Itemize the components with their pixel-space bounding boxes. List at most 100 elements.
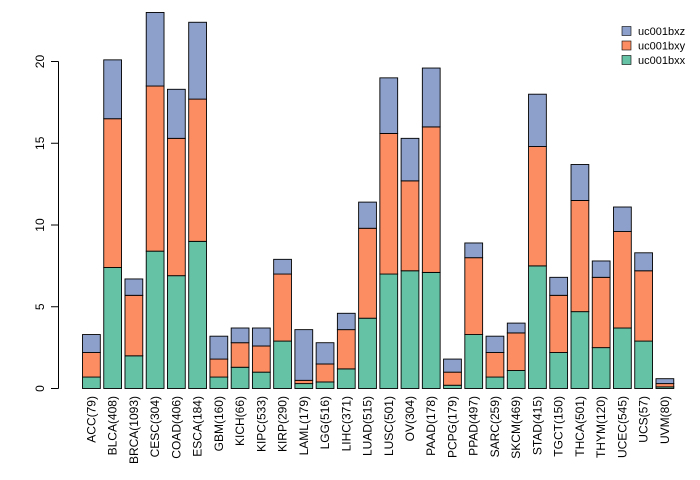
bar-kich-66-uc001bxy <box>230 342 250 368</box>
legend-swatch-uc001bxz <box>621 26 632 36</box>
bar-paad-178-uc001bxz <box>421 67 441 128</box>
bar-lgg-516-uc001bxx <box>315 381 335 389</box>
bar-acc-79-uc001bxz <box>82 334 101 353</box>
bar-sarc-259-uc001bxz <box>485 335 505 353</box>
x-tick-label-esca-184: ESCA(184) <box>191 396 205 457</box>
bar-skcm-469-uc001bxz <box>506 322 526 334</box>
bar-acc-79-uc001bxx <box>82 376 101 389</box>
bar-tgct-150-uc001bxz <box>549 276 569 296</box>
x-tick-label-lusc-501: LUSC(501) <box>382 396 396 456</box>
bar-thca-501-uc001bxy <box>570 200 590 313</box>
x-tick-label-kipc-533: KIPC(533) <box>254 396 268 452</box>
bar-kirp-290-uc001bxx <box>273 340 292 389</box>
x-tick-label-tgct-150: TGCT(150) <box>552 396 566 457</box>
x-tick-label-luad-515: LUAD(515) <box>361 396 375 456</box>
bar-thca-501-uc001bxx <box>570 311 590 389</box>
bar-ucs-57-uc001bxz <box>634 252 653 272</box>
bar-ucec-545-uc001bxx <box>613 327 632 389</box>
bar-lusc-501-uc001bxy <box>379 132 399 275</box>
bar-gbm-160-uc001bxx <box>209 376 229 389</box>
bar-coad-406-uc001bxz <box>167 88 186 139</box>
x-tick-label-skcm-469: SKCM(469) <box>509 396 523 459</box>
y-tick-label-10: 10 <box>33 218 47 232</box>
bars-group <box>82 11 675 389</box>
bar-laml-179-uc001bxx <box>294 383 314 389</box>
bar-kich-66-uc001bxz <box>230 327 250 344</box>
legend: uc001bxz uc001bxy uc001bxx <box>621 26 686 67</box>
x-tick-label-pcpg-179: PCPG(179) <box>445 396 459 458</box>
bar-coad-406-uc001bxy <box>167 137 186 277</box>
y-tick-label-5: 5 <box>33 303 47 310</box>
bar-ucs-57-uc001bxx <box>634 340 653 389</box>
bar-ov-304-uc001bxx <box>400 270 420 389</box>
bar-cesc-304-uc001bxy <box>145 85 165 252</box>
bar-thca-501-uc001bxz <box>570 164 590 201</box>
bar-ov-304-uc001bxy <box>400 180 420 272</box>
bar-pcpg-179-uc001bxz <box>443 358 462 373</box>
x-tick-label-brca-1093: BRCA(1093) <box>127 396 141 464</box>
bar-pcpg-179-uc001bxy <box>443 371 462 386</box>
x-tick-label-acc-79: ACC(79) <box>84 396 98 443</box>
bar-ppad-497-uc001bxy <box>464 257 484 336</box>
x-tick-label-gbm-160: GBM(160) <box>212 396 226 451</box>
bar-ucec-545-uc001bxz <box>613 206 632 232</box>
bar-luad-515-uc001bxy <box>358 227 377 319</box>
bar-gbm-160-uc001bxy <box>209 358 229 378</box>
bar-lusc-501-uc001bxz <box>379 77 399 134</box>
bar-gbm-160-uc001bxz <box>209 335 229 360</box>
bar-tgct-150-uc001bxy <box>549 294 569 353</box>
x-tick-label-kich-66: KICH(66) <box>233 396 247 446</box>
bar-thym-120-uc001bxz <box>591 260 611 278</box>
bar-lgg-516-uc001bxy <box>315 363 335 383</box>
bar-ov-304-uc001bxz <box>400 137 420 182</box>
bar-uvm-80-uc001bxz <box>655 378 675 385</box>
bar-lusc-501-uc001bxx <box>379 273 399 389</box>
x-tick-label-sarc-259: SARC(259) <box>488 396 502 457</box>
bar-sarc-259-uc001bxy <box>485 352 505 378</box>
bar-paad-178-uc001bxy <box>421 126 441 273</box>
x-tick-label-lihc-371: LIHC(371) <box>339 396 353 451</box>
y-axis: 0 5 10 15 20 <box>33 55 59 392</box>
bar-uvm-80-uc001bxy <box>655 383 675 388</box>
y-tick-label-15: 15 <box>33 136 47 150</box>
bar-kipc-533-uc001bxx <box>251 371 271 389</box>
bar-thym-120-uc001bxy <box>591 276 611 349</box>
legend-swatch-uc001bxx <box>621 55 632 65</box>
x-tick-label-ucs-57: UCS(57) <box>637 396 651 443</box>
bar-lgg-516-uc001bxz <box>315 342 335 365</box>
legend-label-uc001bxy: uc001bxy <box>638 41 686 53</box>
bar-acc-79-uc001bxy <box>82 352 101 378</box>
bar-blca-408-uc001bxy <box>103 118 122 268</box>
bar-lihc-371-uc001bxx <box>336 368 356 389</box>
bar-esca-184-uc001bxz <box>188 21 207 100</box>
x-tick-label-blca-408: BLCA(408) <box>106 396 120 455</box>
bar-brca-1093-uc001bxz <box>124 278 144 296</box>
bar-luad-515-uc001bxz <box>358 201 377 229</box>
y-tick-label-20: 20 <box>33 55 47 69</box>
bar-thym-120-uc001bxx <box>591 347 611 389</box>
bar-paad-178-uc001bxx <box>421 271 441 389</box>
bar-stad-415-uc001bxx <box>528 265 547 389</box>
bar-lihc-371-uc001bxz <box>336 312 356 331</box>
x-axis-labels: ACC(79) BLCA(408) BRCA(1093) CESC(304) COAD(… <box>84 396 671 464</box>
bar-ppad-497-uc001bxz <box>464 242 484 259</box>
bar-brca-1093-uc001bxx <box>124 355 144 389</box>
x-tick-label-stad-415: STAD(415) <box>530 396 544 455</box>
bar-cesc-304-uc001bxz <box>145 11 165 87</box>
x-tick-label-uvm-80: UVM(80) <box>658 396 672 444</box>
legend-label-uc001bxz: uc001bxz <box>638 26 685 38</box>
bar-kirp-290-uc001bxz <box>273 258 292 275</box>
bar-ucec-545-uc001bxy <box>613 231 632 329</box>
legend-label-uc001bxx: uc001bxx <box>638 55 686 67</box>
bar-brca-1093-uc001bxy <box>124 294 144 357</box>
x-tick-label-thca-501: THCA(501) <box>573 396 587 457</box>
x-tick-label-lgg-516: LGG(516) <box>318 396 332 449</box>
bar-skcm-469-uc001bxx <box>506 370 526 389</box>
x-tick-label-ppad-497: PPAD(497) <box>467 396 481 456</box>
bar-kirp-290-uc001bxy <box>273 273 292 342</box>
bar-ucs-57-uc001bxy <box>634 270 653 342</box>
x-tick-label-laml-179: LAML(179) <box>297 396 311 455</box>
bar-ppad-497-uc001bxx <box>464 334 484 389</box>
bar-sarc-259-uc001bxx <box>485 376 505 389</box>
bar-stad-415-uc001bxz <box>528 93 547 147</box>
